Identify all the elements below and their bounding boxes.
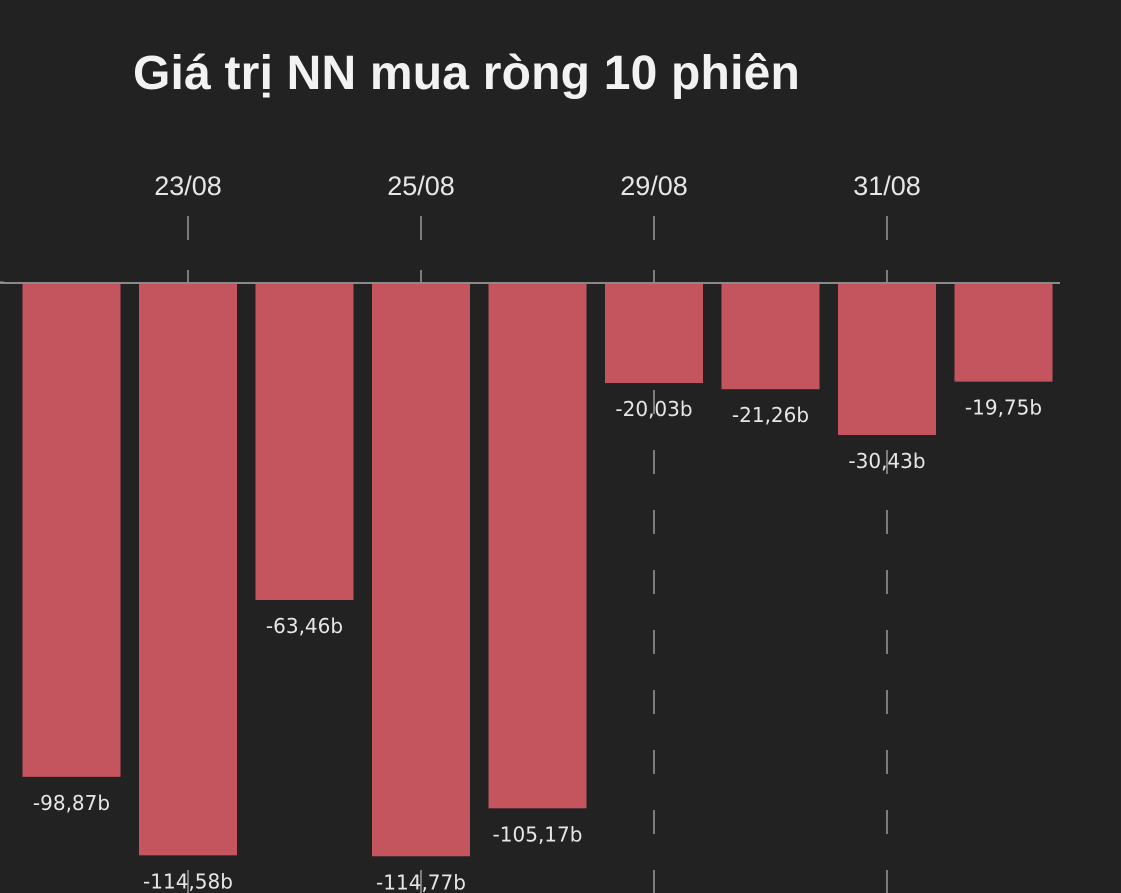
bars [0,281,1053,857]
data-label: -20,03b [615,397,692,421]
bar [605,283,703,384]
bar [838,283,936,435]
x-tick-label: 23/08 [154,171,222,201]
chart-title: Giá trị NN mua ròng 10 phiên [133,47,801,100]
data-label: -114,77b [376,870,466,893]
data-label: -21,26b [732,403,809,427]
bar [255,283,354,600]
value-labels: -98,87b -114,58b -63,46b -114,77b -105,17b -2… [33,396,1042,893]
bar [488,283,587,809]
x-axis-ticks: 23/08 25/08 29/08 31/08 [154,171,921,240]
bar [22,283,121,777]
x-tick-label: 29/08 [620,171,688,201]
x-tick-label: 25/08 [387,171,455,201]
bar [954,283,1053,382]
data-label: -19,75b [965,396,1042,420]
x-tick-label: 31/08 [853,171,921,201]
data-label: -30,43b [848,449,925,473]
data-label: -114,58b [143,869,233,893]
bar [721,283,820,390]
data-label: -98,87b [33,791,110,815]
data-label: -63,46b [266,614,343,638]
bar [139,283,237,856]
bar [372,283,470,857]
data-label: -105,17b [493,822,583,846]
